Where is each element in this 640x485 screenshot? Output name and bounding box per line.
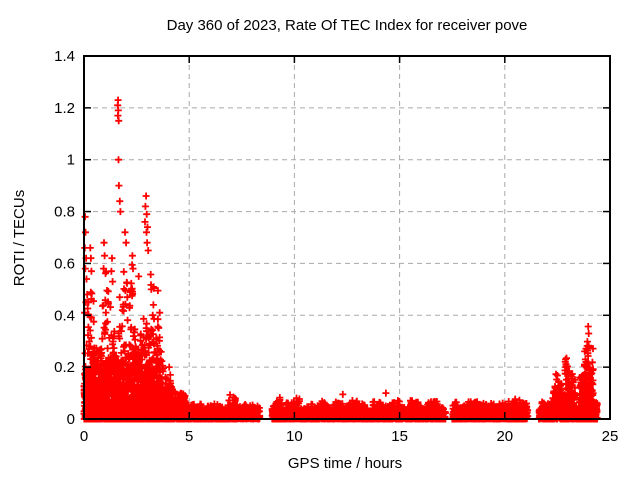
- plot-border-and-ticks: [83, 55, 611, 420]
- y-tick-label: 1.2: [54, 100, 75, 117]
- x-tick-label: 20: [496, 428, 513, 445]
- y-tick-label: 1.4: [54, 48, 75, 65]
- x-tick-labels: 0 5 10 15 20 25: [80, 428, 619, 445]
- y-tick-label: 0.4: [54, 307, 75, 324]
- x-axis-label: GPS time / hours: [288, 455, 402, 472]
- y-axis-label: ROTI / TECUs: [11, 190, 28, 286]
- y-tick-label: 0: [67, 411, 75, 428]
- x-tick-label: 10: [286, 428, 303, 445]
- y-tick-labels: 0 0.2 0.4 0.6 0.8 1 1.2 1.4: [54, 48, 75, 428]
- x-tick-label: 15: [391, 428, 408, 445]
- x-tick-label: 25: [602, 428, 619, 445]
- grid-lines: [84, 56, 610, 419]
- chart-title: Day 360 of 2023, Rate Of TEC Index for r…: [167, 17, 528, 34]
- y-tick-label: 0.2: [54, 359, 75, 376]
- y-tick-label: 0.8: [54, 204, 75, 221]
- y-tick-label: 0.6: [54, 255, 75, 272]
- y-tick-label: 1: [67, 152, 75, 169]
- x-tick-label: 0: [80, 428, 88, 445]
- x-tick-label: 5: [185, 428, 193, 445]
